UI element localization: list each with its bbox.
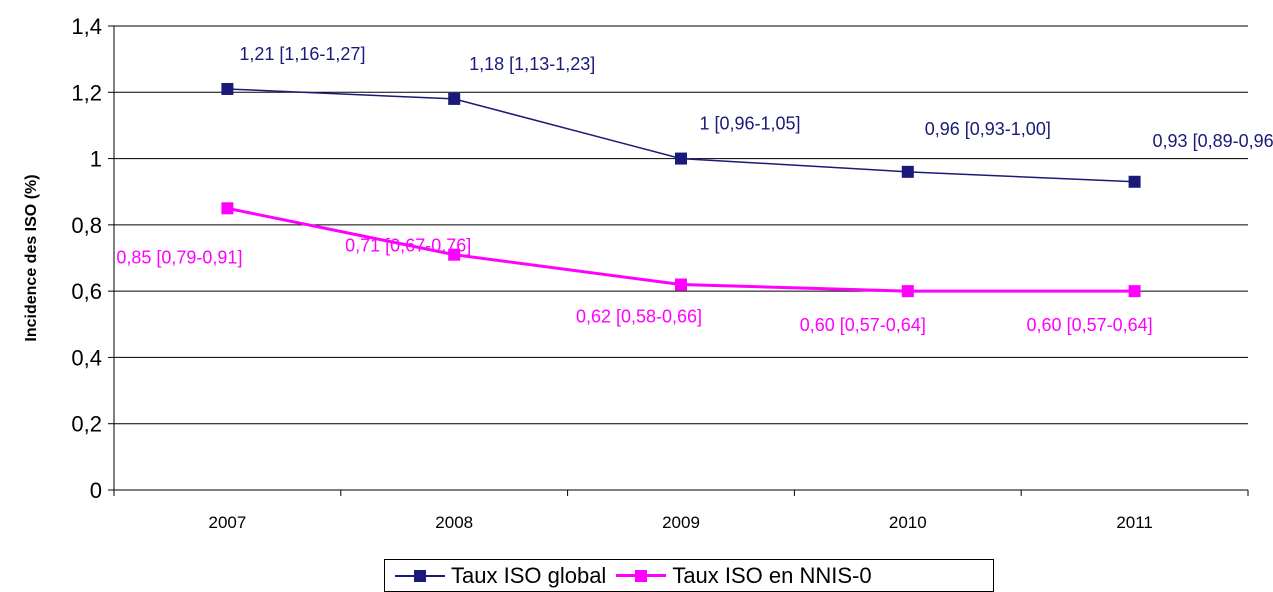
- data-label: 0,71 [0,67-0,76]: [345, 236, 471, 256]
- x-tick-label: 2007: [208, 513, 246, 532]
- data-point: [675, 152, 687, 165]
- data-label: 0,96 [0,93-1,00]: [925, 119, 1051, 139]
- legend-item-nnis0: Taux ISO en NNIS-0: [616, 562, 872, 589]
- legend-item-global: Taux ISO global: [395, 563, 606, 589]
- data-labels: 1,21 [1,16-1,27] 1,18 [1,13-1,23] 1 [0,96-…: [116, 44, 1273, 335]
- data-point: [1128, 175, 1141, 188]
- data-point: [675, 278, 687, 291]
- y-tick-label: 0,4: [71, 345, 102, 370]
- data-point: [1128, 285, 1141, 298]
- data-point: [901, 165, 914, 178]
- y-axis-label: Incidence des ISO (%): [23, 174, 40, 341]
- legend-label-global: Taux ISO global: [451, 562, 607, 588]
- x-tick-label: 2008: [435, 513, 473, 532]
- data-point: [221, 82, 234, 95]
- x-tick-labels: 2007 2008 2009 2010 2011: [208, 513, 1152, 532]
- data-point: [901, 285, 914, 298]
- data-label: 0,93 [0,89-0,96]: [1153, 131, 1273, 151]
- data-label: 1,18 [1,13-1,23]: [469, 54, 595, 74]
- legend-line-marker-icon: [395, 569, 445, 583]
- axes: [108, 25, 1249, 496]
- x-tick-label: 2009: [662, 513, 700, 532]
- data-label: 1 [0,96-1,05]: [699, 114, 800, 134]
- x-tick-label: 2011: [1116, 513, 1153, 532]
- gridlines: [114, 25, 1248, 425]
- data-label: 1,21 [1,16-1,27]: [239, 44, 365, 64]
- y-tick-label: 1: [90, 147, 102, 172]
- y-tick-label: 1,2: [71, 80, 102, 105]
- y-tick-label: 0,8: [71, 213, 102, 238]
- y-tick-label: 0: [90, 478, 102, 503]
- x-tick-label: 2010: [889, 513, 927, 532]
- legend: Taux ISO global Taux ISO en NNIS-0: [384, 559, 994, 592]
- data-point: [448, 92, 461, 105]
- series-group: [221, 82, 1141, 298]
- y-tick-labels: 0 0,2 0,4 0,6 0,8 1 1,2 1,4: [71, 14, 102, 503]
- data-point: [448, 248, 461, 261]
- data-point: [221, 202, 234, 215]
- data-label: 0,60 [0,57-0,64]: [1027, 315, 1153, 335]
- legend-line-marker-icon: [616, 569, 667, 583]
- data-label: 0,60 [0,57-0,64]: [800, 315, 926, 335]
- data-label: 0,62 [0,58-0,66]: [576, 307, 702, 327]
- y-tick-label: 0,2: [71, 412, 102, 437]
- legend-label-nnis0: Taux ISO en NNIS-0: [672, 562, 872, 588]
- y-tick-label: 0,6: [71, 279, 102, 304]
- data-label: 0,85 [0,79-0,91]: [116, 247, 242, 267]
- y-tick-label: 1,4: [71, 14, 102, 39]
